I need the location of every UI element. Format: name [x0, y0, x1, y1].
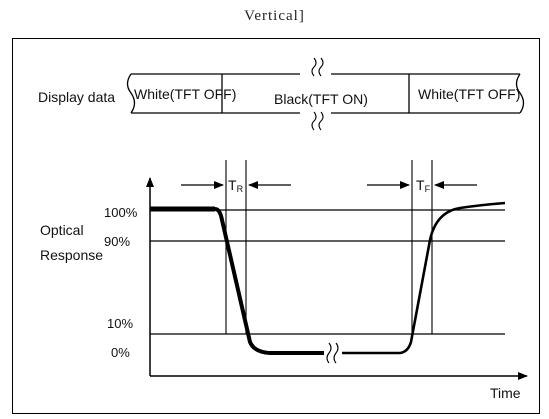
segment-black-on: Black(TFT ON) — [274, 91, 368, 107]
response-curve-rise — [150, 207, 324, 355]
display-data-bar — [126, 73, 525, 114]
y-axis-label-line2: Response — [40, 247, 103, 263]
rise-time-label: TR — [228, 177, 244, 194]
fall-time-label: TF — [416, 177, 431, 194]
segment-white-off-2: White(TFT OFF) — [418, 86, 520, 102]
time-break-mark — [311, 57, 324, 131]
page-caption: Vertical] — [244, 8, 305, 24]
diagram-frame — [12, 38, 540, 414]
x-axis-label: Time — [490, 385, 521, 401]
curve-break-mark — [326, 342, 339, 364]
level-90-label: 90% — [104, 234, 130, 249]
y-axis-label-line1: Optical — [40, 222, 84, 238]
level-lines — [150, 209, 505, 335]
segment-white-off-1: White(TFT OFF) — [134, 86, 236, 102]
display-data-label: Display data — [38, 89, 115, 105]
response-curve-fall — [342, 201, 506, 355]
level-0-label: 0% — [111, 345, 130, 360]
level-10-label: 10% — [107, 316, 133, 331]
level-100-label: 100% — [104, 205, 138, 220]
timing-markers — [225, 160, 433, 334]
